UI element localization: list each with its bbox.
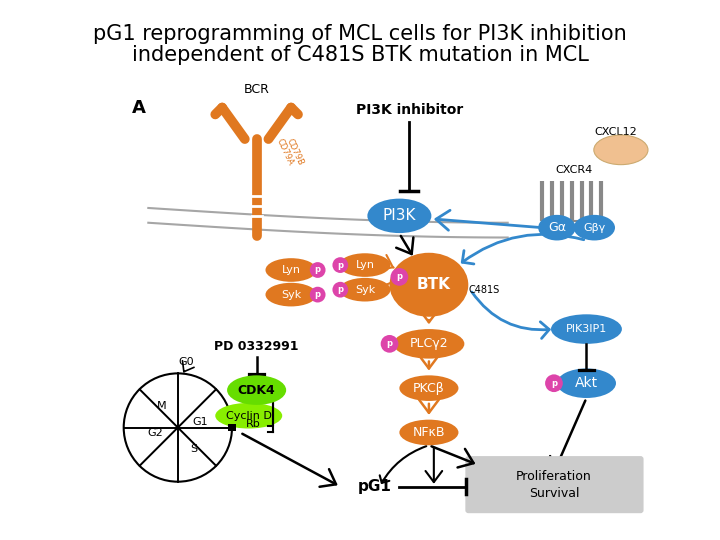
Text: C481S: C481S [468,285,500,295]
Text: BTK: BTK [417,277,451,292]
Text: Akt: Akt [575,376,598,390]
Text: G0: G0 [178,356,194,367]
Ellipse shape [266,283,317,306]
Ellipse shape [339,278,390,301]
Ellipse shape [594,135,648,165]
Text: Syk: Syk [281,289,301,300]
Circle shape [124,373,232,482]
Text: A: A [132,98,145,117]
Bar [228,423,236,431]
Circle shape [333,282,348,298]
Text: p: p [337,261,343,269]
Text: CXCL12: CXCL12 [595,127,637,137]
Text: CXCR4: CXCR4 [555,165,593,174]
Text: p: p [315,266,320,274]
Circle shape [310,287,325,302]
Ellipse shape [400,375,459,401]
Text: Lyn: Lyn [282,265,300,275]
Ellipse shape [215,403,282,429]
Text: S: S [190,444,197,454]
Ellipse shape [227,375,286,405]
Ellipse shape [557,368,616,398]
Text: independent of C481S BTK mutation in MCL: independent of C481S BTK mutation in MCL [132,45,588,65]
Ellipse shape [393,329,464,359]
Text: Gα: Gα [548,221,566,234]
Text: pG1 reprogramming of MCL cells for PI3K inhibition: pG1 reprogramming of MCL cells for PI3K … [93,24,627,44]
Circle shape [381,335,398,353]
Text: p: p [315,290,320,299]
Ellipse shape [367,199,431,233]
Text: Lyn: Lyn [356,260,374,270]
Text: CDK4: CDK4 [238,383,276,396]
Text: PI3K: PI3K [382,208,416,224]
Ellipse shape [400,420,459,446]
Text: p: p [337,285,343,294]
Ellipse shape [339,253,390,277]
Text: pG1: pG1 [358,479,392,494]
Text: Cyclin D: Cyclin D [226,411,271,421]
FancyBboxPatch shape [465,456,644,513]
Text: Syk: Syk [355,285,375,295]
Text: CD79B: CD79B [284,137,305,167]
Circle shape [390,268,408,286]
Text: Gβγ: Gβγ [583,222,606,233]
Text: BCR: BCR [243,83,269,96]
Text: Survival: Survival [528,487,579,500]
Text: G1: G1 [193,417,208,427]
Text: PLCγ2: PLCγ2 [410,338,449,350]
Text: M: M [157,401,167,411]
Text: Proliferation: Proliferation [516,470,592,483]
Ellipse shape [574,215,615,240]
Text: p: p [551,379,557,388]
Text: CD79A: CD79A [274,137,294,167]
Ellipse shape [539,215,575,240]
Text: NFκB: NFκB [413,426,445,439]
Text: Rb: Rb [246,418,261,429]
Ellipse shape [551,314,622,344]
Text: PKCβ: PKCβ [413,382,445,395]
Text: G2: G2 [148,428,163,438]
Text: PD 0332991: PD 0332991 [215,340,299,353]
Text: p: p [397,272,402,281]
Ellipse shape [266,258,317,282]
Circle shape [310,262,325,278]
Text: PI3K inhibitor: PI3K inhibitor [356,104,463,118]
Text: p: p [387,339,392,348]
Ellipse shape [390,253,468,317]
Circle shape [333,257,348,273]
Text: PIK3IP1: PIK3IP1 [566,324,607,334]
Circle shape [545,374,563,392]
